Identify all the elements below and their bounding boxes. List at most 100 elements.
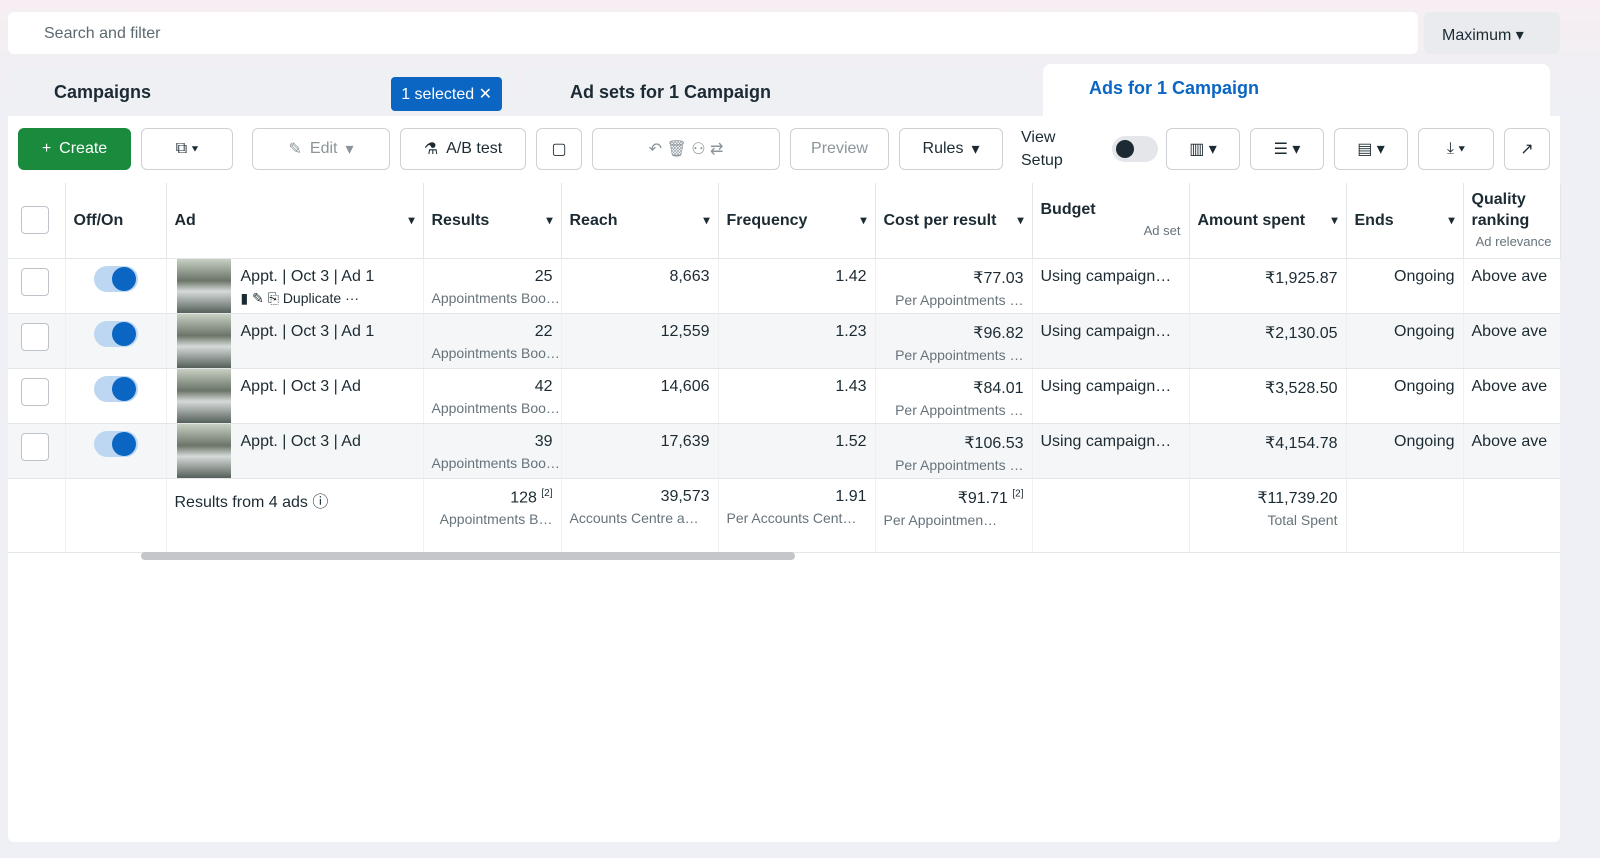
reports-button[interactable]: ▤ ▾	[1334, 128, 1408, 170]
header-cell[interactable]: ▾ Amount spent	[1189, 183, 1347, 259]
header-cell[interactable]: Off/On	[65, 183, 167, 259]
cell-value: ₹11,739.20	[1198, 488, 1338, 508]
header-cell[interactable]: ▾ Results	[423, 183, 562, 259]
cell: 1.42	[718, 258, 876, 314]
sort-arrow: ▾	[408, 212, 415, 227]
cell: Above ave	[1463, 258, 1561, 314]
header-cell[interactable]: ▾ Cost per result	[875, 183, 1033, 259]
tab-label: Campaigns	[54, 82, 152, 102]
cell-value: Ongoing	[1394, 377, 1455, 395]
selection-badge[interactable]: 1 selected ✕	[391, 77, 502, 111]
cell: 1.23	[718, 313, 876, 369]
header-label: Quality ranking	[1471, 190, 1530, 229]
header-cell	[8, 183, 66, 259]
tab-label: Ad sets for 1 Campaign	[570, 82, 772, 102]
ad-name[interactable]: Appt. | Oct 3 | Ad	[240, 432, 361, 450]
cell: ₹106.53 Per Appointments …	[875, 423, 1033, 479]
cell: ₹84.01 Per Appointments …	[875, 368, 1033, 424]
cell-value: Using campaign…	[1040, 322, 1172, 340]
view-setup-label: View Setup	[1021, 129, 1063, 169]
header-label: Off/On	[73, 211, 124, 229]
cell: Above ave	[1463, 313, 1561, 369]
cell-value: 128 [2]	[432, 488, 552, 507]
checkbox[interactable]	[21, 432, 49, 461]
breakdown-button[interactable]: ☰ ▾	[1250, 128, 1324, 170]
checkbox[interactable]	[21, 377, 49, 406]
cell	[8, 478, 66, 553]
cell-value: ₹1,925.87	[1265, 269, 1338, 287]
duplicate-link[interactable]: Duplicate	[282, 289, 342, 306]
columns-button[interactable]: ▥ ▾	[1166, 128, 1240, 170]
toggle[interactable]	[93, 430, 138, 457]
icon-group[interactable]: ↶ 🗑 ⚇ ⇄	[592, 128, 780, 170]
cell	[8, 368, 66, 424]
tab[interactable]: Ad sets for 1 Campaign	[524, 68, 1034, 118]
header-cell[interactable]: ▾ Ad	[166, 183, 424, 259]
cell: 1.52	[718, 423, 876, 479]
toggle[interactable]	[93, 265, 138, 292]
toggle[interactable]	[93, 320, 138, 347]
view-setup-toggle[interactable]	[1112, 136, 1158, 162]
cell	[8, 258, 66, 314]
ab-test-button[interactable]: ⚗ A/B test	[400, 128, 526, 170]
tab[interactable]: Ads for 1 Campaign	[1043, 64, 1550, 118]
cell: ₹96.82 Per Appointments …	[875, 313, 1033, 369]
ad-name[interactable]: Appt. | Oct 3 | Ad	[240, 377, 361, 395]
ad-name[interactable]: Appt. | Oct 3 | Ad 1	[240, 267, 375, 285]
cell-sub: Per Appointments …	[895, 456, 1024, 473]
cell-value: ₹2,130.05	[1265, 324, 1338, 342]
cell-value: 1.43	[835, 377, 867, 395]
icon-button[interactable]: ▢	[536, 128, 582, 170]
ad-name[interactable]: Appt. | Oct 3 | Ad 1	[240, 322, 375, 340]
date-label: Maximum	[1442, 27, 1512, 44]
button-label: A/B test	[446, 140, 503, 157]
cell: Ongoing	[1346, 368, 1464, 424]
header-cell[interactable]: Quality ranking Ad relevance	[1463, 183, 1561, 259]
ads-table: Off/On ▾ Ad ▾ Results ▾ Reach ▾ Frequency ▾ Cost p…	[8, 183, 1561, 553]
header-cell[interactable]: ▾ Ends	[1346, 183, 1464, 259]
cell: 39 Appointments Boo…	[423, 423, 562, 479]
preview-button[interactable]: Preview	[790, 128, 889, 170]
create-button[interactable]: + Create	[18, 128, 131, 170]
cell-value: 22	[534, 322, 553, 340]
cell-value: Using campaign…	[1040, 377, 1172, 395]
cell	[65, 313, 167, 369]
cell-value: Above ave	[1471, 267, 1548, 285]
cell-sub: Appointments Boo…	[431, 454, 560, 471]
checkbox[interactable]	[21, 322, 49, 351]
summary-row: Results from 4 ads ⓘ 128 [2] Appointments …	[8, 478, 1561, 553]
button-label: Edit	[309, 140, 338, 157]
cell-sub: Accounts Centre a…	[569, 509, 699, 526]
export-button[interactable]: ⤓ ▾	[1418, 128, 1494, 170]
button-label: Preview	[811, 140, 868, 157]
checkbox[interactable]	[21, 206, 49, 235]
rules-button[interactable]: Rules ▾	[899, 128, 1003, 170]
cell-value: 17,639	[660, 432, 710, 450]
date-range[interactable]: Maximum ▾	[1424, 12, 1560, 54]
cell-value: 42	[534, 377, 553, 395]
toggle[interactable]	[93, 375, 138, 402]
cell-value: Ongoing	[1394, 267, 1455, 285]
cell-value: 12,559	[660, 322, 710, 340]
cell-value: ₹91.71 [2]	[884, 488, 1024, 508]
cell: Above ave	[1463, 368, 1561, 424]
tab[interactable]: Campaigns 1 selected ✕	[8, 68, 516, 118]
header-cell[interactable]: ▾ Frequency	[718, 183, 876, 259]
cell-value: Ongoing	[1394, 432, 1455, 450]
chart-button[interactable]: ↗	[1504, 128, 1550, 170]
cell-sub: Per Appointmen…	[883, 511, 998, 528]
header-cell[interactable]: Budget Ad set	[1032, 183, 1190, 259]
scrollbar[interactable]	[141, 552, 795, 560]
button-label: Rules	[922, 140, 964, 157]
cell-value: 1.23	[835, 322, 867, 340]
edit-button[interactable]: ✎ Edit ▾	[252, 128, 390, 170]
cell-value: Above ave	[1471, 322, 1548, 340]
checkbox[interactable]	[21, 267, 49, 296]
cell: ₹11,739.20 Total Spent	[1189, 478, 1347, 553]
header-cell[interactable]: ▾ Reach	[561, 183, 719, 259]
summary-value: ₹11,739.20	[1257, 489, 1338, 507]
search-box[interactable]: Search and filter	[8, 12, 1418, 54]
cell: Appt. | Oct 3 | Ad 1	[166, 313, 424, 369]
cell-value: ₹4,154.78	[1265, 434, 1338, 452]
duplicate-button[interactable]: ⧉ ▾	[141, 128, 233, 170]
